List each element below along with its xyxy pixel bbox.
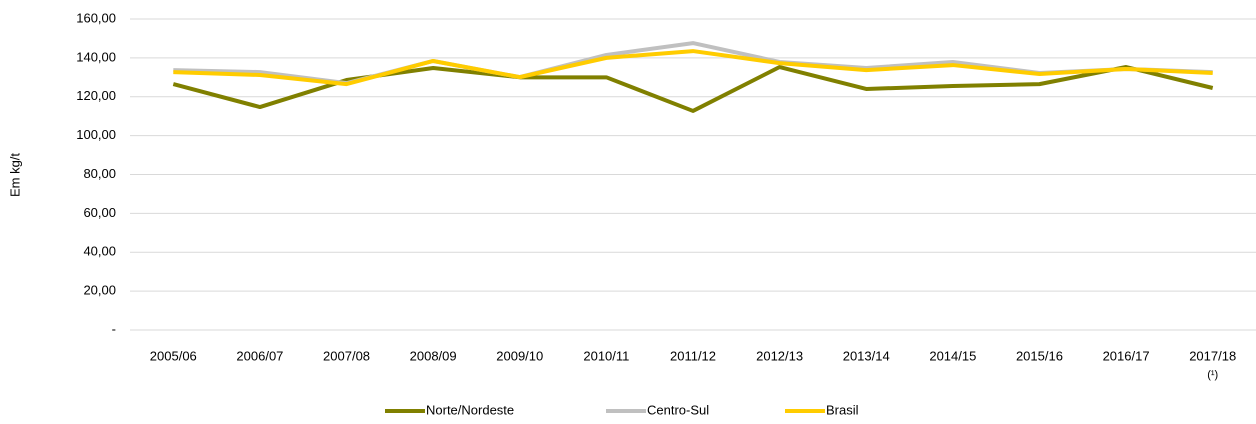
x-tick-label: 2016/17 xyxy=(1103,348,1150,363)
x-tick-label: 2013/14 xyxy=(843,348,890,363)
legend-label: Brasil xyxy=(826,402,859,417)
x-tick-label: 2014/15 xyxy=(929,348,976,363)
x-tick-label: 2009/10 xyxy=(496,348,543,363)
y-axis-label: Em kg/t xyxy=(7,153,22,197)
y-tick-label: 60,00 xyxy=(83,205,116,220)
legend-label: Norte/Nordeste xyxy=(426,402,514,417)
y-tick-label: 100,00 xyxy=(76,127,116,142)
y-tick-label: 20,00 xyxy=(83,283,116,298)
y-tick-label: 160,00 xyxy=(76,10,116,25)
x-tick-label: 2012/13 xyxy=(756,348,803,363)
x-tick-label: 2011/12 xyxy=(670,348,716,363)
x-tick-label: 2005/06 xyxy=(150,348,197,363)
y-tick-label: 40,00 xyxy=(83,244,116,259)
y-tick-label: 80,00 xyxy=(83,166,116,181)
x-tick-label: 2017/18 xyxy=(1189,348,1236,363)
y-tick-label: 140,00 xyxy=(76,49,116,64)
x-tick-label: 2015/16 xyxy=(1016,348,1063,363)
y-tick-label: 120,00 xyxy=(76,88,116,103)
legend-label: Centro-Sul xyxy=(647,402,709,417)
x-tick-label: 2007/08 xyxy=(323,348,370,363)
x-tick-label: 2006/07 xyxy=(236,348,283,363)
series-line xyxy=(173,49,1213,87)
category-note: (¹) xyxy=(1207,369,1218,381)
x-tick-label: 2008/09 xyxy=(410,348,457,363)
series-line xyxy=(172,65,1214,113)
x-tick-label: 2010/11 xyxy=(583,348,629,363)
y-tick-label: - xyxy=(112,321,116,336)
